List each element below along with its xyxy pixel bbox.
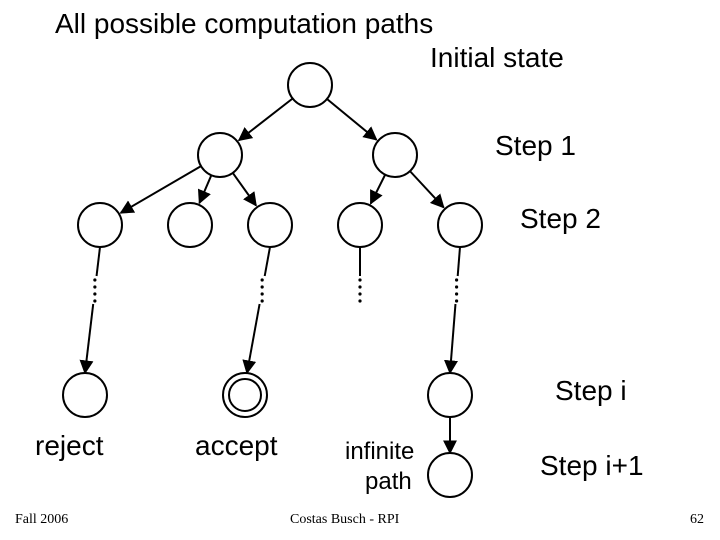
footer-left: Fall 2006 bbox=[15, 512, 68, 528]
label-initial-state: Initial state bbox=[430, 42, 564, 74]
label-path: path bbox=[365, 468, 412, 496]
title: All possible computation paths bbox=[55, 8, 433, 40]
label-step-1: Step 1 bbox=[495, 130, 576, 162]
label-step-2: Step 2 bbox=[520, 203, 601, 235]
label-infinite: infinite bbox=[345, 438, 414, 466]
footer-center: Costas Busch - RPI bbox=[290, 512, 399, 528]
footer-right: 62 bbox=[690, 512, 704, 528]
label-reject: reject bbox=[35, 430, 103, 462]
label-accept: accept bbox=[195, 430, 278, 462]
label-step-i-plus-1: Step i+1 bbox=[540, 450, 644, 482]
label-step-i: Step i bbox=[555, 375, 627, 407]
